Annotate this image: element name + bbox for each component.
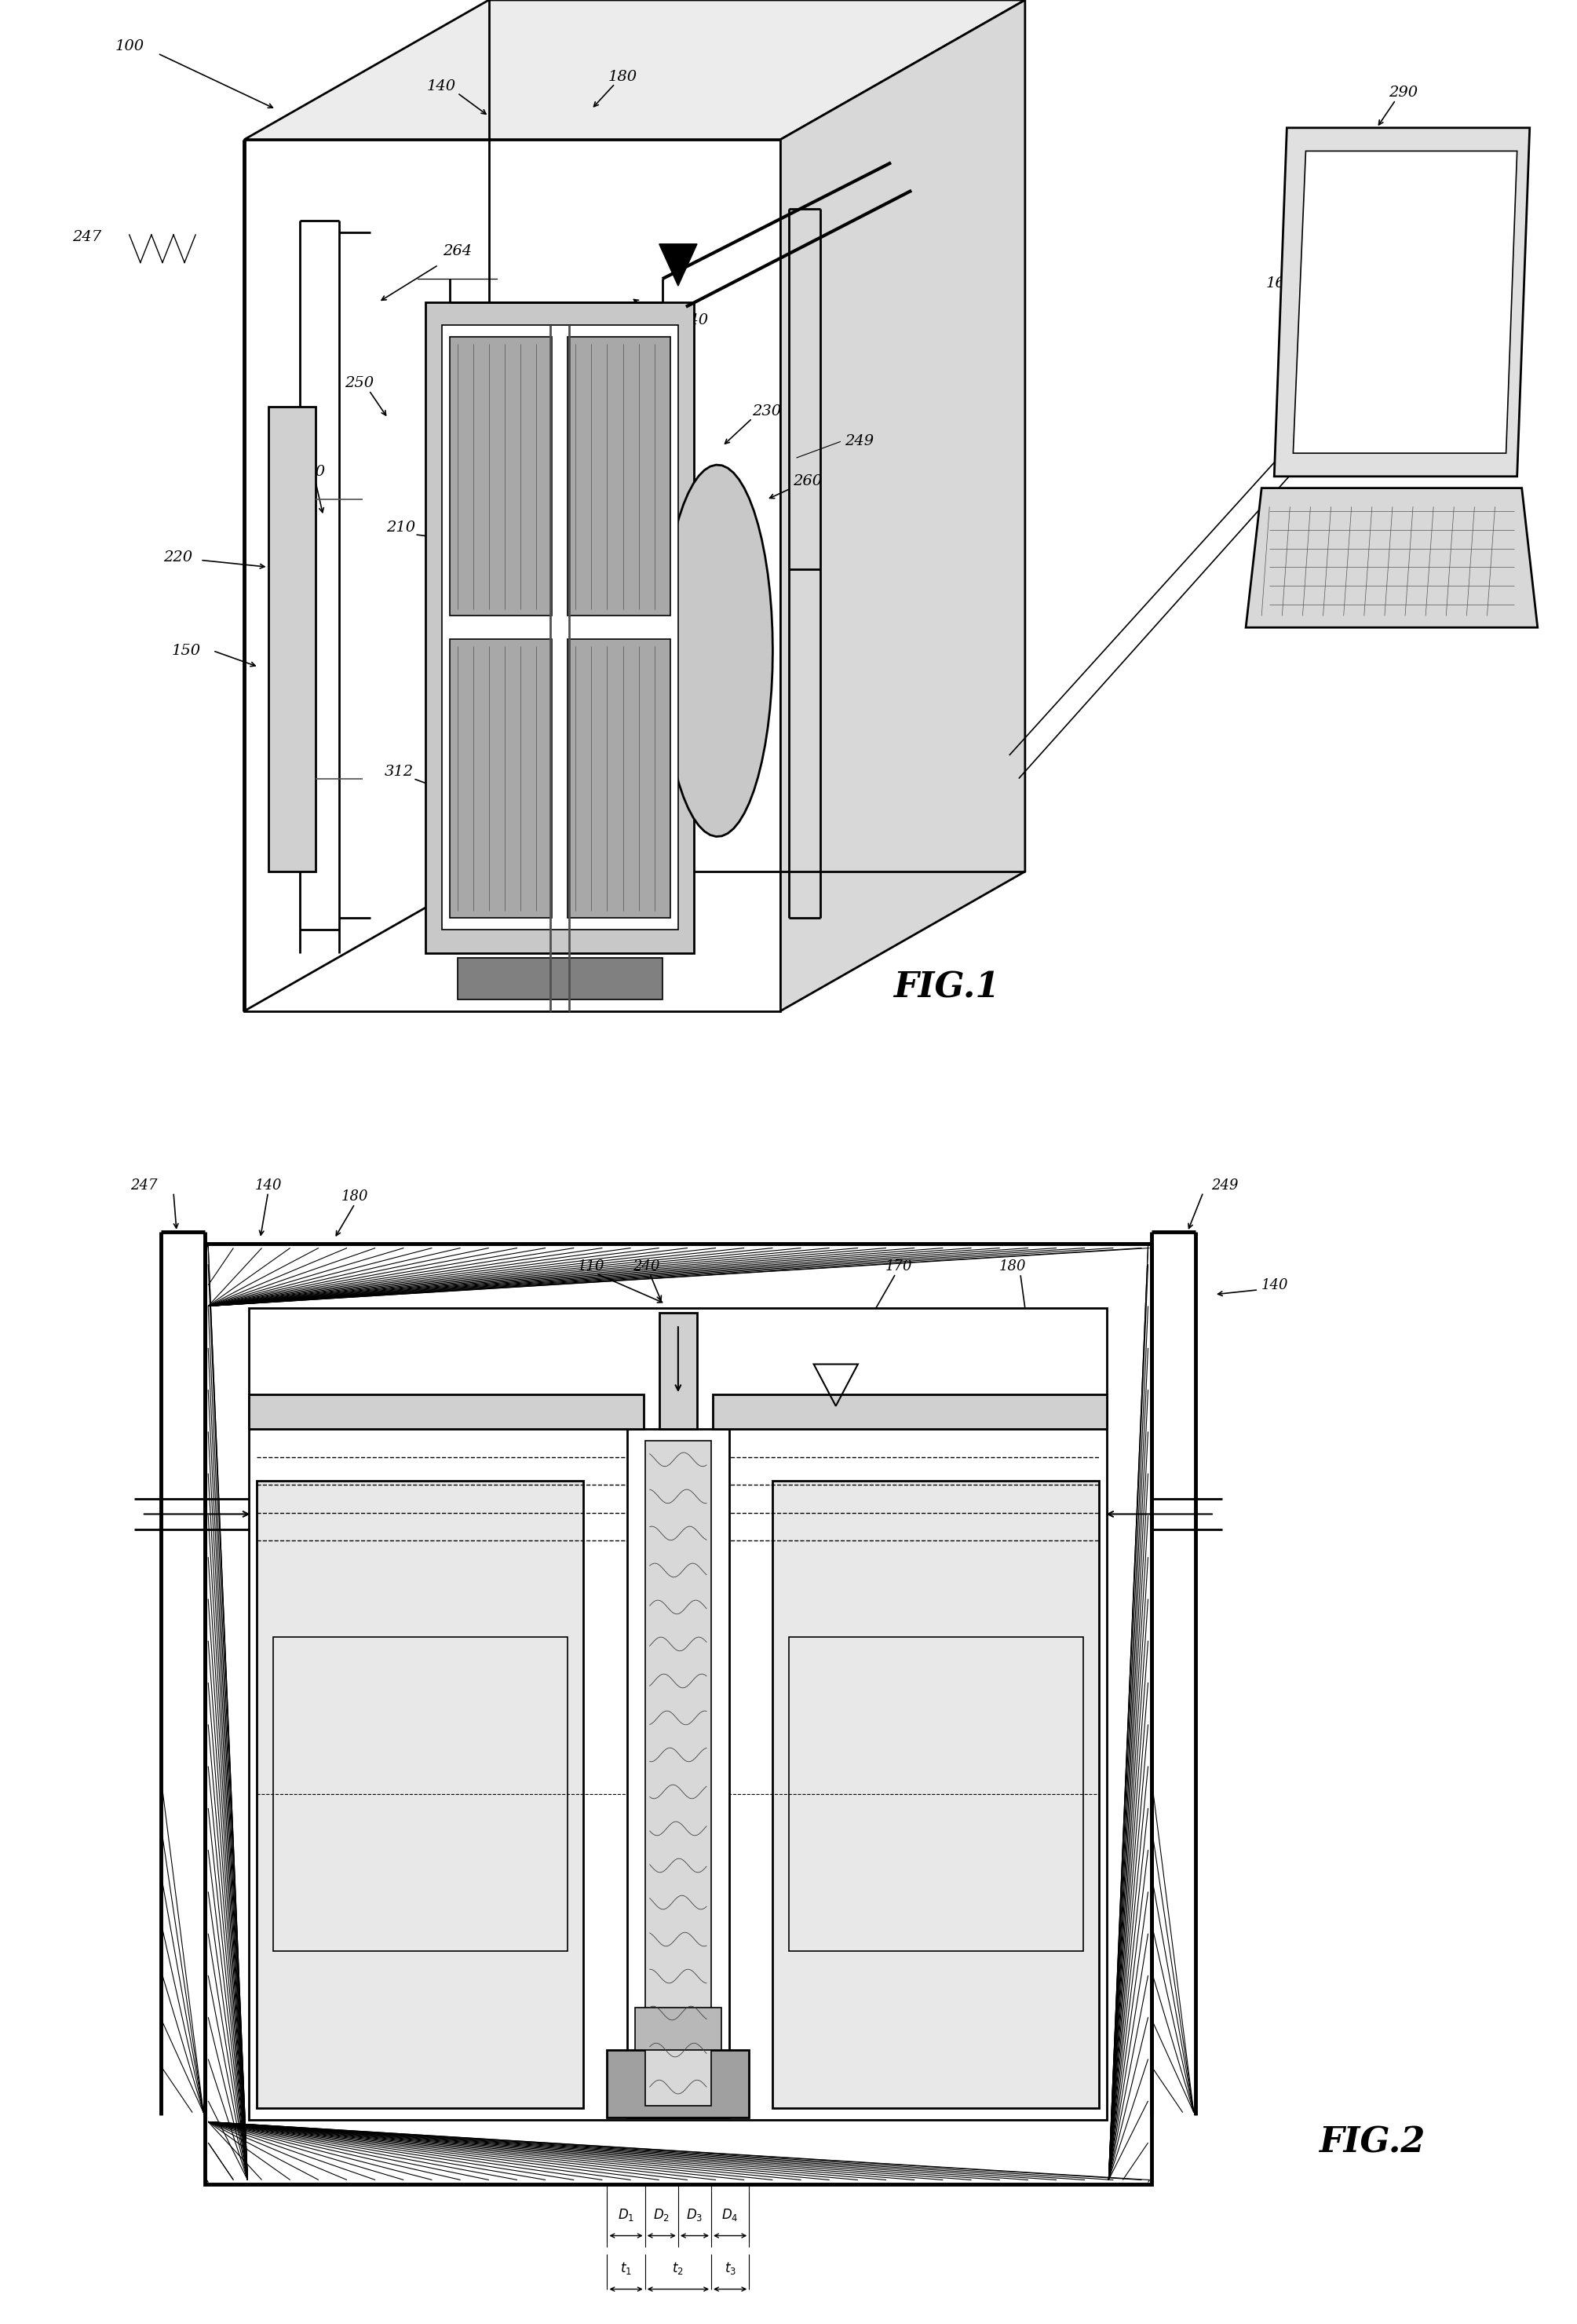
- Text: $t_3$: $t_3$: [724, 2261, 736, 2275]
- Text: 249: 249: [845, 435, 874, 449]
- Text: 240: 240: [632, 1260, 661, 1274]
- Text: $t_1$: $t_1$: [620, 2261, 632, 2275]
- Text: 313: 313: [730, 1766, 757, 1780]
- Polygon shape: [659, 244, 697, 286]
- Text: 312: 312: [572, 2059, 599, 2073]
- Polygon shape: [249, 1308, 1107, 2119]
- Text: $D_3$: $D_3$: [686, 2208, 703, 2222]
- Polygon shape: [244, 139, 781, 1011]
- Text: 120: 120: [296, 465, 325, 479]
- Text: 140: 140: [254, 1178, 282, 1192]
- Text: 210: 210: [386, 521, 415, 535]
- Text: 220: 220: [164, 551, 192, 565]
- Polygon shape: [713, 1394, 1107, 1429]
- Polygon shape: [1293, 151, 1517, 453]
- Polygon shape: [257, 1480, 583, 2108]
- Text: 312: 312: [385, 765, 413, 779]
- Polygon shape: [442, 325, 678, 930]
- Text: 170: 170: [885, 1260, 913, 1274]
- Polygon shape: [249, 1394, 643, 1429]
- Polygon shape: [626, 1429, 729, 2117]
- Text: 247: 247: [73, 230, 101, 244]
- Text: 150: 150: [765, 2087, 792, 2101]
- Polygon shape: [773, 1480, 1099, 2108]
- Polygon shape: [634, 2008, 722, 2050]
- Polygon shape: [252, 151, 773, 999]
- Text: $D_4$: $D_4$: [722, 2208, 738, 2222]
- Polygon shape: [1246, 488, 1538, 627]
- Polygon shape: [244, 0, 1025, 139]
- Text: 130: 130: [672, 528, 700, 541]
- Polygon shape: [568, 639, 670, 918]
- Polygon shape: [205, 1243, 1151, 2185]
- Text: 180: 180: [609, 70, 637, 84]
- Polygon shape: [645, 1441, 711, 2106]
- Text: FIG.1: FIG.1: [893, 971, 1000, 1004]
- Text: 100: 100: [115, 40, 144, 53]
- Polygon shape: [449, 337, 552, 616]
- Text: 290: 290: [1389, 86, 1418, 100]
- Text: $D_1$: $D_1$: [618, 2208, 634, 2222]
- Polygon shape: [426, 302, 694, 953]
- Text: 250: 250: [345, 376, 374, 390]
- Polygon shape: [457, 957, 662, 999]
- Text: 130: 130: [926, 1776, 954, 1789]
- Text: 230: 230: [752, 404, 781, 418]
- Text: 247: 247: [131, 1178, 158, 1192]
- Text: 120: 120: [402, 1776, 431, 1789]
- Text: FIG.2: FIG.2: [1318, 2126, 1426, 2159]
- Text: 250: 250: [282, 1464, 311, 1478]
- Text: 160: 160: [1266, 277, 1295, 290]
- Text: 230: 230: [766, 1504, 795, 1518]
- Text: $t_2$: $t_2$: [672, 2261, 684, 2275]
- Text: 264: 264: [443, 244, 472, 258]
- Text: $D_2$: $D_2$: [653, 2208, 670, 2222]
- Text: 260: 260: [1049, 1464, 1077, 1478]
- Text: 260: 260: [793, 474, 822, 488]
- Polygon shape: [449, 639, 552, 918]
- Text: 210: 210: [569, 1464, 598, 1478]
- Polygon shape: [268, 407, 315, 872]
- Text: 180: 180: [998, 1260, 1027, 1274]
- Text: 180: 180: [341, 1190, 369, 1204]
- Polygon shape: [662, 465, 773, 837]
- Text: 114: 114: [569, 655, 598, 669]
- Text: 246: 246: [306, 1341, 334, 1355]
- Text: 220: 220: [546, 1504, 574, 1518]
- Polygon shape: [659, 1313, 697, 1429]
- Polygon shape: [607, 2050, 749, 2117]
- Text: 240: 240: [680, 314, 708, 328]
- Polygon shape: [251, 1441, 1105, 2117]
- Polygon shape: [1274, 128, 1530, 476]
- Text: 249: 249: [1211, 1178, 1238, 1192]
- Text: 140: 140: [427, 79, 456, 93]
- Polygon shape: [781, 0, 1025, 1011]
- Text: 150: 150: [172, 644, 200, 658]
- Text: 110: 110: [577, 1260, 606, 1274]
- Text: 110: 110: [601, 358, 629, 372]
- Text: 140: 140: [1262, 1278, 1288, 1292]
- Polygon shape: [568, 337, 670, 616]
